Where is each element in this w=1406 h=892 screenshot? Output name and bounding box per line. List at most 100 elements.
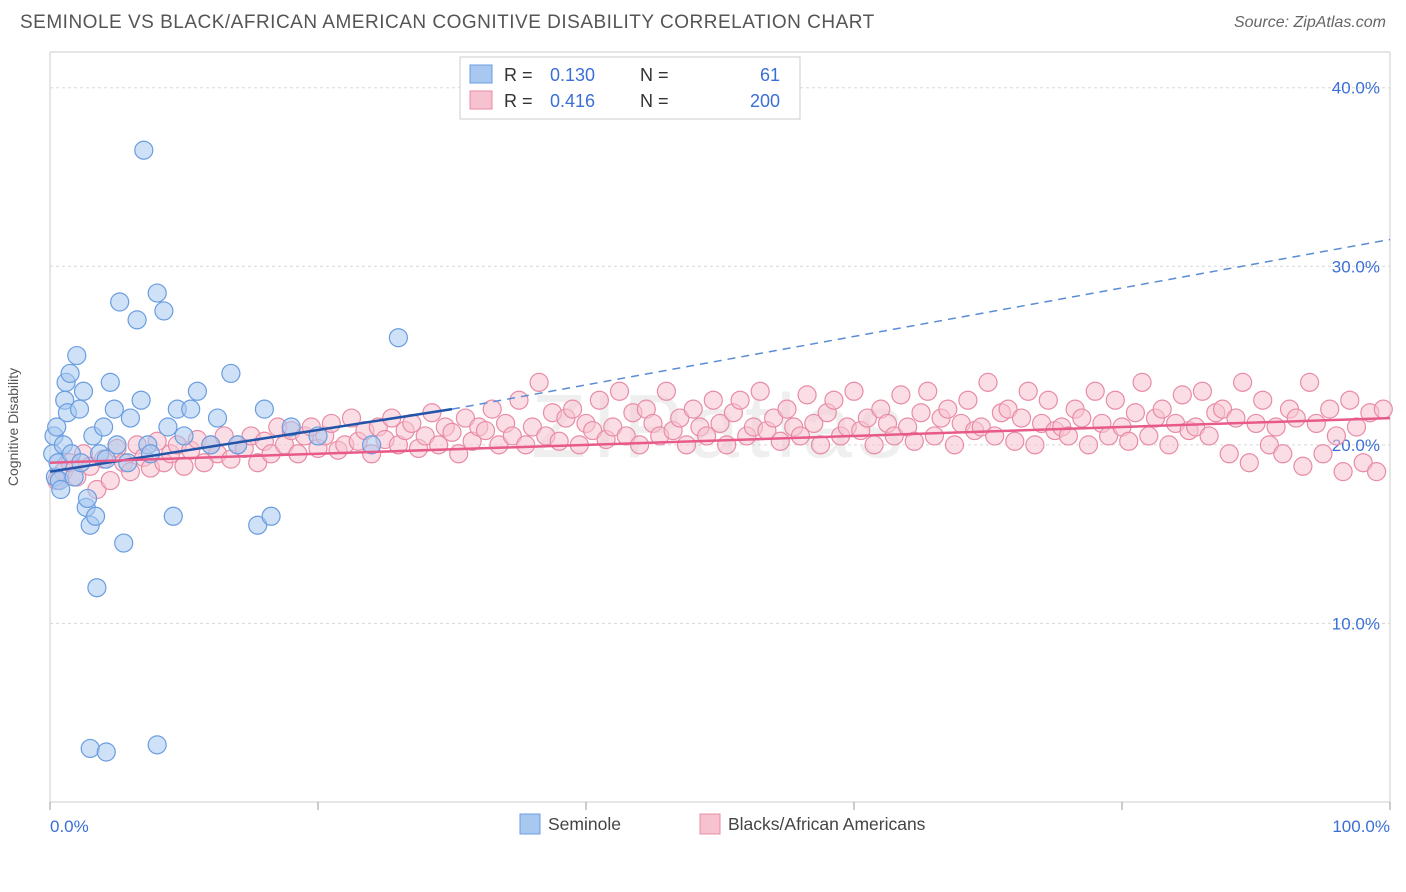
data-point [1294,457,1312,475]
chart-container: 10.0%20.0%30.0%40.0%0.0%100.0%Cognitive … [0,42,1406,842]
data-point [1374,400,1392,418]
data-point [631,436,649,454]
legend-swatch [470,91,492,109]
data-point [222,364,240,382]
chart-source: Source: ZipAtlas.com [1234,14,1386,32]
data-point [209,409,227,427]
bottom-legend-swatch-seminole [520,814,540,834]
correlation-chart: 10.0%20.0%30.0%40.0%0.0%100.0%Cognitive … [0,42,1406,842]
data-point [1321,400,1339,418]
data-point [87,507,105,525]
y-tick-label: 10.0% [1332,614,1380,633]
legend-r-key: R = [504,65,533,85]
data-point [1240,454,1258,472]
data-point [959,391,977,409]
data-point [68,347,86,365]
data-point [925,427,943,445]
y-axis-title: Cognitive Disability [5,368,21,486]
data-point [1006,432,1024,450]
data-point [771,432,789,450]
data-point [912,404,930,422]
data-point [164,507,182,525]
data-point [1140,427,1158,445]
data-point [128,311,146,329]
data-point [121,409,139,427]
data-point [119,454,137,472]
bottom-legend-label-black: Blacks/African Americans [728,814,926,834]
data-point [1287,409,1305,427]
data-point [939,400,957,418]
data-point [1039,391,1057,409]
data-point [1080,436,1098,454]
data-point [1341,391,1359,409]
data-point [389,329,407,347]
data-point [718,436,736,454]
data-point [1106,391,1124,409]
data-point [443,423,461,441]
data-point [105,400,123,418]
data-point [845,382,863,400]
data-point [1314,445,1332,463]
data-point [175,457,193,475]
bottom-legend-swatch-black [700,814,720,834]
legend-r-key: R = [504,91,533,111]
data-point [986,427,1004,445]
data-point [530,373,548,391]
data-point [611,382,629,400]
data-point [1334,463,1352,481]
data-point [1019,382,1037,400]
data-point [175,427,193,445]
data-point [61,364,79,382]
data-point [1086,382,1104,400]
data-point [1301,373,1319,391]
data-point [1368,463,1386,481]
data-point [657,382,675,400]
bottom-legend-label-seminole: Seminole [548,814,621,834]
data-point [731,391,749,409]
legend-r-val: 0.416 [550,91,595,111]
data-point [812,436,830,454]
legend-n-key: N = [640,91,669,111]
data-point [979,373,997,391]
data-point [1220,445,1238,463]
data-point [81,739,99,757]
data-point [148,284,166,302]
data-point [1126,404,1144,422]
data-point [510,391,528,409]
x-tick-label-max: 100.0% [1332,817,1390,836]
data-point [1153,400,1171,418]
data-point [101,373,119,391]
data-point [1327,427,1345,445]
data-point [182,400,200,418]
data-point [1073,409,1091,427]
data-point [1254,391,1272,409]
data-point [108,436,126,454]
data-point [1013,409,1031,427]
data-point [1234,373,1252,391]
data-point [564,400,582,418]
legend-swatch [470,65,492,83]
chart-title: SEMINOLE VS BLACK/AFRICAN AMERICAN COGNI… [20,12,875,34]
data-point [135,141,153,159]
data-point [1120,432,1138,450]
data-point [1274,445,1292,463]
legend-n-val: 200 [750,91,780,111]
x-tick-label-min: 0.0% [50,817,89,836]
data-point [946,436,964,454]
data-point [70,400,88,418]
legend-r-val: 0.130 [550,65,595,85]
data-point [678,436,696,454]
data-point [75,382,93,400]
y-tick-label: 30.0% [1332,257,1380,276]
data-point [132,391,150,409]
data-point [477,422,495,440]
data-point [79,489,97,507]
data-point [517,436,535,454]
data-point [1193,382,1211,400]
data-point [865,436,883,454]
legend-n-val: 61 [760,65,780,85]
data-point [1348,418,1366,436]
data-point [798,386,816,404]
data-point [155,302,173,320]
data-point [111,293,129,311]
